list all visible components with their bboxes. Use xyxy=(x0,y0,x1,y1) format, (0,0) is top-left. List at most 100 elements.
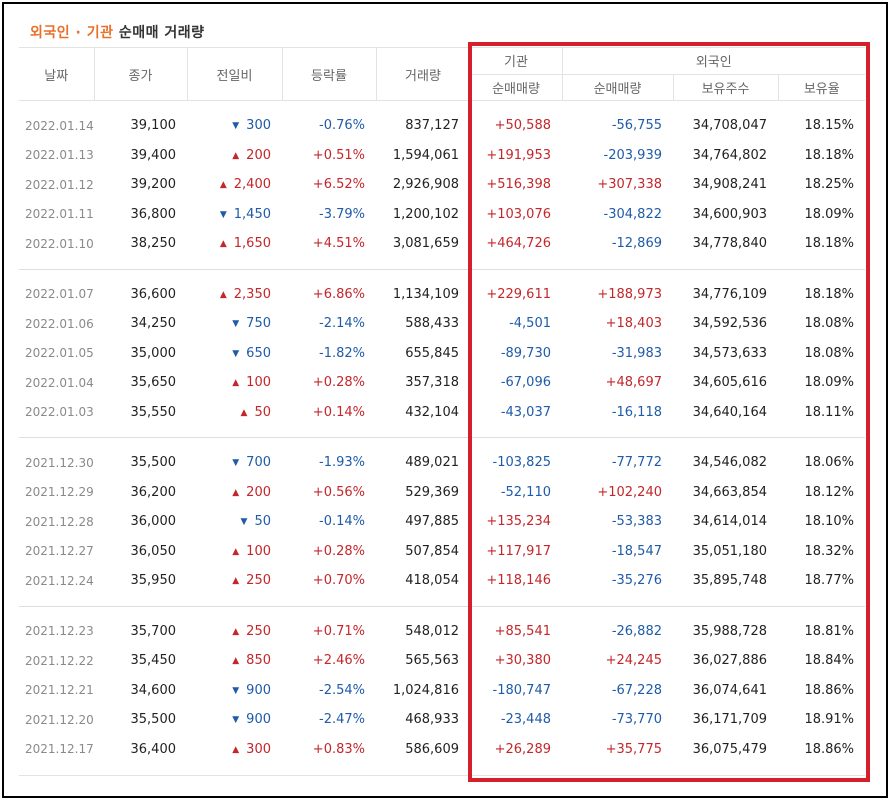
inst-net-cell: +464,726 xyxy=(486,236,551,252)
date-cell: 2022.01.05 xyxy=(25,346,94,361)
volume-cell: 418,054 xyxy=(405,573,459,589)
spacer-cell xyxy=(19,101,865,112)
rate-cell: -0.76% xyxy=(319,118,365,134)
volume-cell: 548,012 xyxy=(405,623,459,639)
change-value: 100 xyxy=(246,543,271,559)
inst-net-cell: -43,037 xyxy=(500,404,551,420)
date-cell: 2021.12.17 xyxy=(25,742,94,757)
date-cell: 2022.01.04 xyxy=(25,375,94,390)
rate-cell: +6.86% xyxy=(312,286,365,302)
close-cell: 36,400 xyxy=(130,741,177,757)
foreign-net-cell: -67,228 xyxy=(611,682,662,698)
change-cell: ▲ 2,400 xyxy=(187,170,282,200)
arrow-down-icon: ▼ xyxy=(219,209,227,220)
spacer-cell xyxy=(19,270,865,280)
foreign-net-cell: -56,755 xyxy=(611,118,662,134)
inst-net-cell: -67,096 xyxy=(500,375,551,391)
foreign-shares-cell: 34,614,014 xyxy=(692,514,767,530)
rate-cell: +0.28% xyxy=(312,375,365,391)
group-divider xyxy=(19,437,866,438)
date-cell: 2022.01.06 xyxy=(25,316,94,331)
inst-net-cell: +118,146 xyxy=(486,573,551,589)
arrow-up-icon: ▲ xyxy=(219,180,227,191)
foreign-shares-cell: 34,778,840 xyxy=(692,236,767,252)
spacer-cell xyxy=(19,607,865,617)
rate-cell: -2.54% xyxy=(319,682,365,698)
change-cell: ▲ 850 xyxy=(187,646,282,676)
change-value: 900 xyxy=(246,712,271,728)
table-bottom-divider xyxy=(19,775,865,776)
foreign-net-cell: -203,939 xyxy=(603,147,662,163)
close-cell: 39,100 xyxy=(130,118,177,134)
change-value: 700 xyxy=(246,455,271,471)
header-inst-net[interactable]: 순매매량 xyxy=(469,73,562,101)
arrow-up-icon: ▲ xyxy=(232,656,240,667)
rate-cell: -1.82% xyxy=(319,345,365,361)
change-value: 250 xyxy=(246,623,271,639)
arrow-down-icon: ▼ xyxy=(232,348,240,359)
foreign-net-cell: +35,775 xyxy=(605,741,662,757)
date-cell: 2022.01.03 xyxy=(25,405,94,420)
header-volume[interactable]: 거래량 xyxy=(375,47,470,101)
arrow-down-icon: ▼ xyxy=(232,121,240,132)
arrow-down-icon: ▼ xyxy=(240,517,248,528)
inst-net-cell: +229,611 xyxy=(486,286,551,302)
volume-cell: 1,200,102 xyxy=(392,206,459,222)
change-cell: ▼ 750 xyxy=(187,309,282,339)
foreign-shares-cell: 34,764,802 xyxy=(692,147,767,163)
rate-cell: +4.51% xyxy=(312,236,365,252)
spacer-cell xyxy=(19,438,865,448)
date-cell: 2022.01.12 xyxy=(25,177,94,192)
close-cell: 39,400 xyxy=(130,147,177,163)
volume-cell: 588,433 xyxy=(405,316,459,332)
foreign-ratio-cell: 18.86% xyxy=(804,682,855,698)
foreign-shares-cell: 34,776,109 xyxy=(692,286,767,302)
header-change[interactable]: 전일비 xyxy=(186,47,282,101)
spacer-cell xyxy=(19,596,865,607)
foreign-shares-cell: 34,908,241 xyxy=(692,177,767,193)
header-close[interactable]: 종가 xyxy=(93,47,187,101)
change-value: 750 xyxy=(246,316,271,332)
change-value: 2,350 xyxy=(233,286,271,302)
foreign-net-cell: +18,403 xyxy=(605,316,662,332)
rate-cell: +0.83% xyxy=(312,741,365,757)
table-row: 2022.01.04 35,650 ▲ 100 +0.28% 357,318 -67,096… xyxy=(19,368,865,398)
change-value: 200 xyxy=(246,484,271,500)
table-row: 2021.12.20 35,500 ▼ 900 -2.47% 468,933 -23,448… xyxy=(19,705,865,735)
header-foreign-ratio[interactable]: 보유율 xyxy=(777,73,866,101)
arrow-up-icon: ▲ xyxy=(219,239,227,250)
arrow-up-icon: ▲ xyxy=(232,576,240,587)
title-accent: 외국인 · 기관 xyxy=(30,25,114,41)
date-cell: 2021.12.23 xyxy=(25,624,94,639)
change-cell: ▼ 700 xyxy=(187,448,282,478)
header-foreign-shares[interactable]: 보유주수 xyxy=(672,73,778,101)
change-cell: ▲ 300 xyxy=(187,735,282,765)
foreign-net-cell: +102,240 xyxy=(597,484,662,500)
foreign-shares-cell: 34,600,903 xyxy=(692,206,767,222)
close-cell: 35,000 xyxy=(130,345,177,361)
change-value: 50 xyxy=(254,514,271,530)
arrow-up-icon: ▲ xyxy=(232,744,240,755)
change-value: 1,650 xyxy=(233,236,271,252)
spacer-cell xyxy=(19,259,865,270)
header-institution: 기관 xyxy=(469,47,562,75)
rate-cell: +0.56% xyxy=(312,484,365,500)
foreign-net-cell: -53,383 xyxy=(611,514,662,530)
date-cell: 2022.01.07 xyxy=(25,287,94,302)
change-cell: ▲ 250 xyxy=(187,617,282,647)
inst-net-cell: -89,730 xyxy=(500,345,551,361)
foreign-net-cell: -304,822 xyxy=(603,206,662,222)
header-date[interactable]: 날짜 xyxy=(19,47,94,101)
header-rate[interactable]: 등락률 xyxy=(281,47,376,101)
volume-cell: 432,104 xyxy=(405,404,459,420)
close-cell: 35,450 xyxy=(130,653,177,669)
header-foreign-net[interactable]: 순매매량 xyxy=(561,73,673,101)
volume-cell: 586,609 xyxy=(405,741,459,757)
foreign-net-cell: -16,118 xyxy=(611,404,662,420)
foreign-ratio-cell: 18.10% xyxy=(804,514,855,530)
date-cell: 2021.12.22 xyxy=(25,653,94,668)
volume-cell: 565,563 xyxy=(405,653,459,669)
inst-net-cell: +50,588 xyxy=(494,118,551,134)
arrow-up-icon: ▲ xyxy=(240,407,248,418)
change-cell: ▼ 300 xyxy=(187,111,282,141)
